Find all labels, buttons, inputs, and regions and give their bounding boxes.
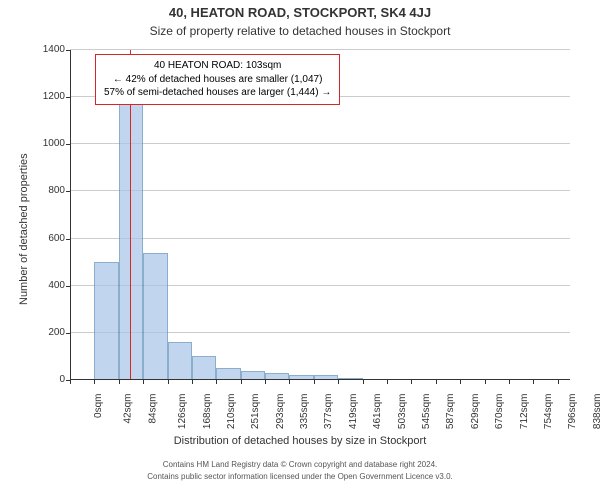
gridline	[70, 238, 570, 239]
x-tick-mark	[485, 380, 486, 384]
y-tick-mark	[66, 144, 70, 145]
x-tick-mark	[338, 380, 339, 384]
info-annotation-box: 40 HEATON ROAD: 103sqm ← 42% of detached…	[95, 54, 340, 105]
gridline	[70, 143, 570, 144]
histogram-bar	[168, 342, 192, 380]
histogram-bar	[143, 253, 167, 380]
x-tick: 251sqm	[250, 394, 261, 430]
footer-line-2: Contains public sector information licen…	[0, 472, 600, 481]
x-tick-mark	[241, 380, 242, 384]
x-tick-mark	[216, 380, 217, 384]
x-axis-label: Distribution of detached houses by size …	[0, 435, 600, 447]
x-tick: 377sqm	[324, 394, 335, 430]
y-tick-mark	[66, 191, 70, 192]
y-tick-mark	[66, 333, 70, 334]
y-tick: 400	[25, 280, 65, 291]
chart-address-title: 40, HEATON ROAD, STOCKPORT, SK4 4JJ	[0, 5, 600, 20]
x-tick: 335sqm	[299, 394, 310, 430]
y-tick: 200	[25, 327, 65, 338]
x-tick: 838sqm	[592, 394, 600, 430]
x-tick: 754sqm	[543, 394, 554, 430]
x-tick-mark	[289, 380, 290, 384]
y-tick: 1400	[25, 44, 65, 55]
x-tick: 293sqm	[275, 394, 286, 430]
x-tick: 629sqm	[470, 394, 481, 430]
info-line-3: 57% of semi-detached houses are larger (…	[104, 86, 331, 100]
y-tick-mark	[66, 239, 70, 240]
x-tick: 42sqm	[123, 394, 134, 424]
y-axis-line	[70, 50, 71, 380]
y-tick-mark	[66, 97, 70, 98]
x-tick: 670sqm	[494, 394, 505, 430]
info-line-2: ← 42% of detached houses are smaller (1,…	[104, 73, 331, 87]
x-tick-mark	[363, 380, 364, 384]
x-tick-mark	[70, 380, 71, 384]
x-tick: 461sqm	[372, 394, 383, 430]
y-tick: 0	[25, 374, 65, 385]
x-tick-mark	[509, 380, 510, 384]
x-tick-mark	[460, 380, 461, 384]
y-tick: 800	[25, 185, 65, 196]
x-tick: 126sqm	[177, 394, 188, 430]
x-tick-mark	[94, 380, 95, 384]
x-tick: 0sqm	[93, 394, 104, 418]
y-tick-mark	[66, 286, 70, 287]
x-tick: 712sqm	[519, 394, 530, 430]
x-tick-mark	[192, 380, 193, 384]
x-tick: 419sqm	[348, 394, 359, 430]
x-tick: 84sqm	[147, 394, 158, 424]
x-tick-mark	[411, 380, 412, 384]
chart-container: 40, HEATON ROAD, STOCKPORT, SK4 4JJ Size…	[0, 0, 600, 500]
x-tick-mark	[168, 380, 169, 384]
y-tick: 1000	[25, 138, 65, 149]
x-axis-line	[70, 379, 570, 380]
y-tick: 600	[25, 233, 65, 244]
x-tick: 210sqm	[226, 394, 237, 430]
gridline	[70, 190, 570, 191]
footer-line-1: Contains HM Land Registry data © Crown c…	[0, 460, 600, 469]
x-tick: 545sqm	[421, 394, 432, 430]
info-line-1: 40 HEATON ROAD: 103sqm	[104, 59, 331, 73]
gridline	[70, 49, 570, 50]
x-tick-mark	[436, 380, 437, 384]
histogram-bar	[192, 356, 216, 380]
x-tick: 587sqm	[446, 394, 457, 430]
x-tick: 168sqm	[202, 394, 213, 430]
x-tick-mark	[265, 380, 266, 384]
x-tick-mark	[387, 380, 388, 384]
x-tick-mark	[143, 380, 144, 384]
y-tick-mark	[66, 50, 70, 51]
x-tick-mark	[119, 380, 120, 384]
y-tick: 1200	[25, 91, 65, 102]
x-tick-mark	[558, 380, 559, 384]
histogram-bar	[94, 262, 118, 380]
chart-subtitle: Size of property relative to detached ho…	[0, 24, 600, 38]
x-tick: 796sqm	[567, 394, 578, 430]
x-tick-mark	[314, 380, 315, 384]
x-tick: 503sqm	[397, 394, 408, 430]
x-tick-mark	[533, 380, 534, 384]
